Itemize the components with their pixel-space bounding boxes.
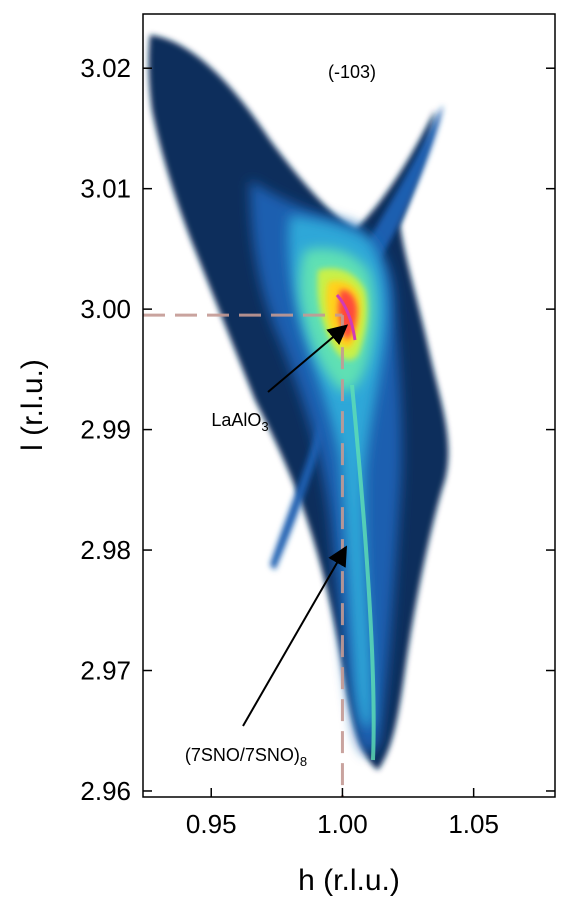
arrow-superlattice xyxy=(242,545,347,727)
y-tick-label: 3.02 xyxy=(80,53,131,83)
y-axis-title: l (r.l.u.) xyxy=(16,359,49,451)
y-tick-label: 2.99 xyxy=(80,415,131,445)
label-laalo3-name: LaAlO xyxy=(211,410,261,430)
x-tick-label: 1.05 xyxy=(448,809,499,839)
chart-title: (-103) xyxy=(328,62,376,82)
label-superlattice-name: (7SNO/7SNO) xyxy=(185,745,300,765)
label-superlattice: (7SNO/7SNO)8 xyxy=(185,745,307,769)
intensity-streak-upper xyxy=(360,105,443,275)
y-tick-label: 2.96 xyxy=(80,776,131,806)
x-tick-label: 0.95 xyxy=(186,809,237,839)
y-tick-label: 3.00 xyxy=(80,294,131,324)
label-superlattice-subscript: 8 xyxy=(300,754,307,769)
y-tick-label: 2.97 xyxy=(80,656,131,686)
x-tick-label: 1.00 xyxy=(317,809,368,839)
x-axis: 0.95 1.00 1.05 xyxy=(186,788,499,839)
y-tick-label: 2.98 xyxy=(80,535,131,565)
y-tick-label: 3.01 xyxy=(80,174,131,204)
intensity-level-magenta xyxy=(335,293,357,341)
intensity-level-outer xyxy=(148,35,449,770)
plot-frame xyxy=(142,13,556,798)
x-axis-title: h (r.l.u.) xyxy=(298,864,400,897)
intensity-vertical-streak xyxy=(350,384,376,761)
intensity-map xyxy=(148,35,449,770)
y-axis: 2.96 2.97 2.98 2.99 3.00 3.01 3.02 xyxy=(80,53,555,806)
label-laalo3-subscript: 3 xyxy=(261,419,268,434)
label-laalo3: LaAlO3 xyxy=(211,410,268,434)
arrow-laalo3 xyxy=(267,324,349,393)
